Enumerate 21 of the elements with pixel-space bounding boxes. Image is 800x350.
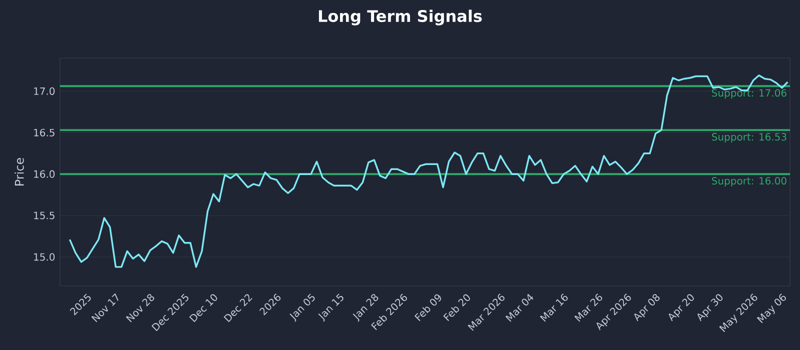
x-tick-label: Apr 30 <box>697 294 723 322</box>
x-tick-label: Feb 09 <box>414 294 442 322</box>
ref-line-label: Support: 16.00 <box>712 177 786 186</box>
y-axis-title: Price <box>14 158 24 186</box>
x-tick-label: Dec 10 <box>189 294 218 322</box>
chart-title: Long Term Signals <box>318 10 482 26</box>
x-tick-label: Nov 17 <box>91 293 118 322</box>
y-tick-label: 15.0 <box>34 253 55 261</box>
x-tick-label: Jan 28 <box>352 294 378 322</box>
ref-line-label: Support: 16.53 <box>712 133 786 143</box>
y-tick-label: 16.0 <box>34 170 55 178</box>
y-tick-label: 17.0 <box>34 87 55 95</box>
x-tick-label: Jan 05 <box>290 294 315 322</box>
x-tick-label: Dec 22 <box>224 294 252 322</box>
x-tick-label: Apr 08 <box>634 294 660 322</box>
y-tick-label: 16.5 <box>34 128 54 136</box>
x-tick-label: Feb 20 <box>443 294 470 322</box>
ref-line-label: Support: 17.06 <box>712 89 786 99</box>
x-tick-label: Apr 20 <box>668 294 694 322</box>
y-tick-label: 15.5 <box>34 212 54 220</box>
x-tick-label: Jan 15 <box>318 294 344 322</box>
